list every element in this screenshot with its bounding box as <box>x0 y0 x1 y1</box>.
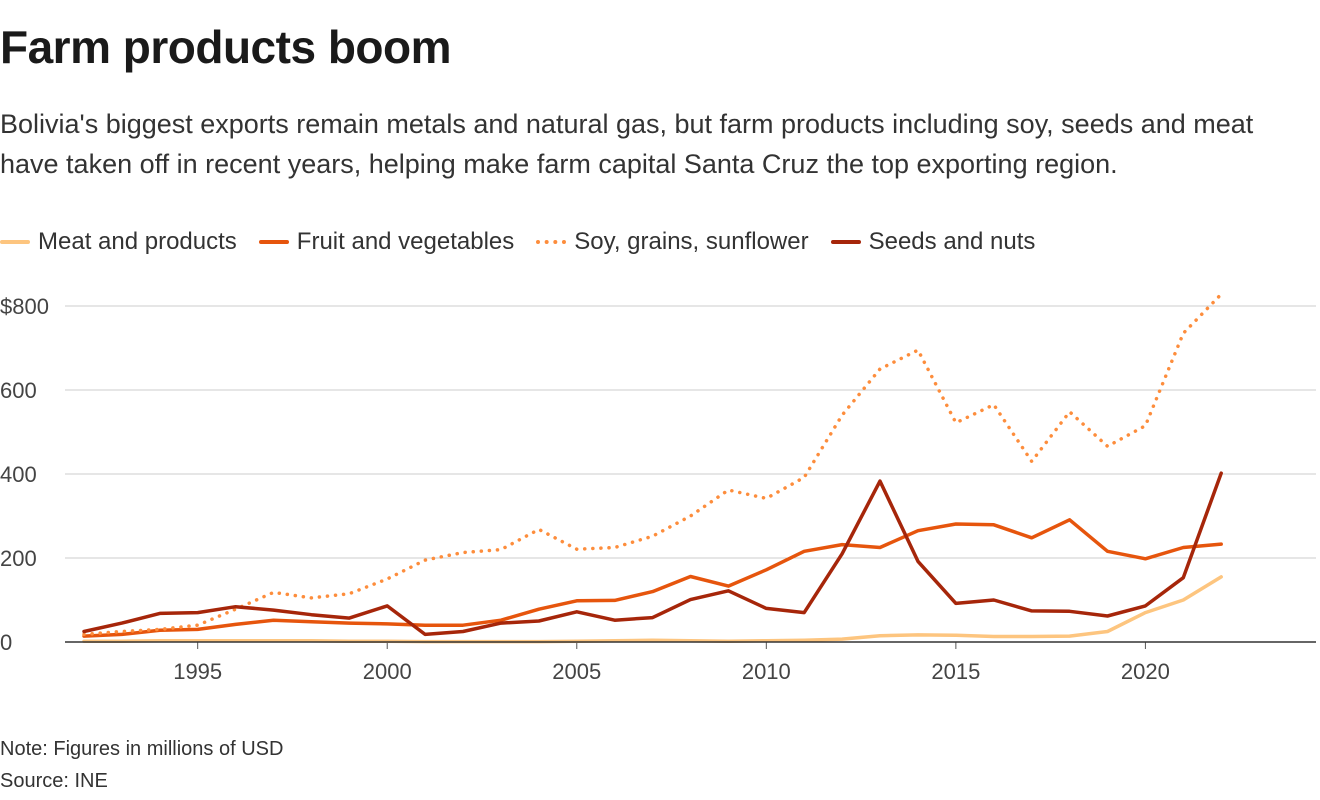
source-text: Source: INE <box>0 770 108 792</box>
x-tick-label: 1995 <box>173 659 222 684</box>
legend-swatch-meat <box>0 240 30 244</box>
y-tick-label: 600 <box>0 378 37 403</box>
series-line-seeds-and-nuts <box>82 471 1223 637</box>
x-tick-label: 2005 <box>552 659 601 684</box>
legend-swatch-seeds <box>830 240 861 244</box>
legend-item-seeds: Seeds and nuts <box>830 228 1036 256</box>
y-tick-label: 200 <box>0 546 37 571</box>
x-tick-label: 2020 <box>1121 659 1170 684</box>
legend-label-meat: Meat and products <box>38 228 237 255</box>
chart-legend: Meat and products Fruit and vegetables S… <box>0 225 1035 259</box>
chart-title: Farm products boom <box>0 21 452 73</box>
legend-label-soy: Soy, grains, sunflower <box>574 228 809 255</box>
series-line-fruit-and-vegetables <box>82 518 1223 638</box>
legend-item-fruit: Fruit and vegetables <box>258 228 515 256</box>
legend-item-meat: Meat and products <box>0 228 237 256</box>
legend-swatch-fruit <box>258 240 289 244</box>
chart-footnote: Note: Figures in millions of USD Source:… <box>0 733 283 797</box>
x-tick-label: 2000 <box>363 659 412 684</box>
x-tick-label: 2015 <box>931 659 980 684</box>
note-text: Note: Figures in millions of USD <box>0 738 284 760</box>
y-tick-label: 0 <box>0 630 12 655</box>
legend-swatch-soy <box>536 240 567 244</box>
legend-label-seeds: Seeds and nuts <box>868 228 1036 255</box>
legend-item-soy: Soy, grains, sunflower <box>536 228 809 256</box>
series-line-meat-and-products <box>82 575 1223 644</box>
x-tick-label: 2010 <box>742 659 791 684</box>
legend-label-fruit: Fruit and vegetables <box>296 228 515 255</box>
series-line-soy-grains-sunflower <box>82 292 1223 637</box>
y-tick-label: 400 <box>0 462 37 487</box>
line-chart: 0 200 400 600 $800 1995 2000 2005 2010 2015 2020 <box>0 292 1316 684</box>
y-tick-label: $800 <box>0 294 49 319</box>
chart-subtitle: Bolivia's biggest exports remain metals … <box>0 109 1254 179</box>
